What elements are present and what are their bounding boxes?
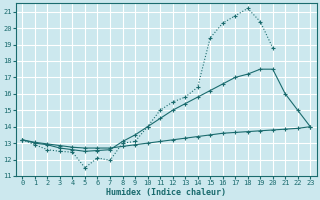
X-axis label: Humidex (Indice chaleur): Humidex (Indice chaleur)	[106, 188, 226, 197]
